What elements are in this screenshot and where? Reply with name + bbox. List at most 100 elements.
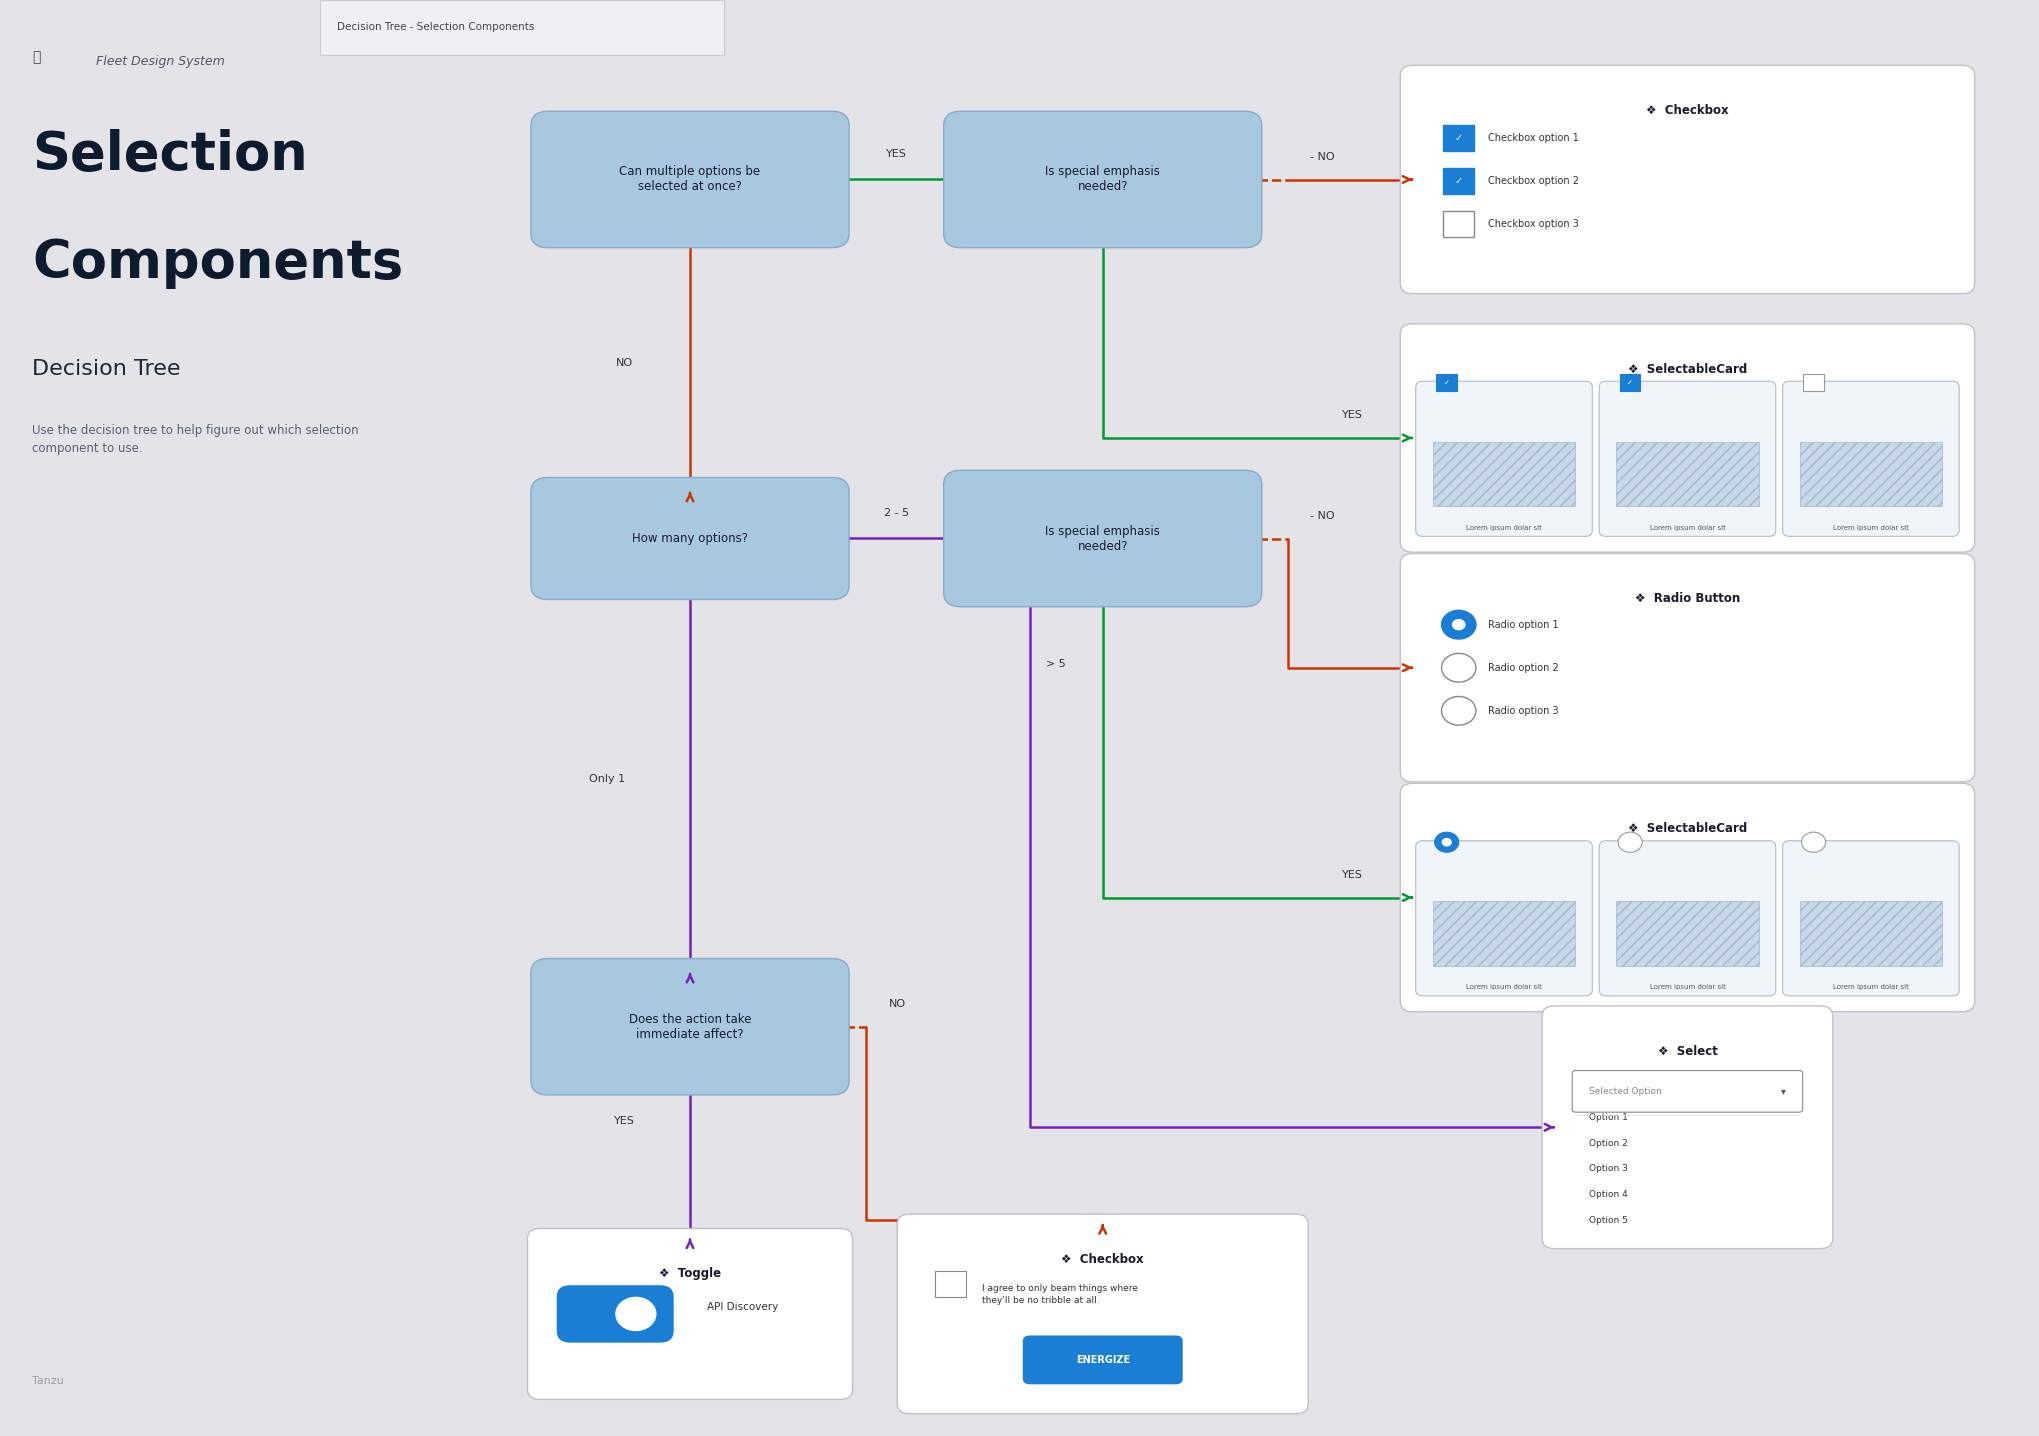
FancyBboxPatch shape xyxy=(1399,553,1974,781)
Text: Option 2: Option 2 xyxy=(1588,1139,1627,1147)
Circle shape xyxy=(1452,619,1464,630)
Text: 👟: 👟 xyxy=(33,50,41,65)
Text: Checkbox option 2: Checkbox option 2 xyxy=(1486,177,1578,185)
Text: Checkbox option 3: Checkbox option 3 xyxy=(1486,220,1578,228)
Text: Lorem ipsum dolar sit: Lorem ipsum dolar sit xyxy=(1466,524,1541,531)
Text: Only 1: Only 1 xyxy=(589,774,626,784)
Text: ❖  Checkbox: ❖ Checkbox xyxy=(1645,103,1727,118)
Text: Option 4: Option 4 xyxy=(1588,1190,1627,1199)
FancyBboxPatch shape xyxy=(530,959,848,1096)
Text: ❖  Toggle: ❖ Toggle xyxy=(659,1267,720,1281)
FancyBboxPatch shape xyxy=(557,1285,673,1343)
Text: Lorem ipsum dolar sit: Lorem ipsum dolar sit xyxy=(1650,524,1725,531)
Text: ✓: ✓ xyxy=(1454,177,1462,185)
FancyBboxPatch shape xyxy=(320,0,724,55)
Text: Lorem ipsum dolar sit: Lorem ipsum dolar sit xyxy=(1650,984,1725,991)
Text: ✓: ✓ xyxy=(1454,134,1462,142)
Text: YES: YES xyxy=(885,149,907,158)
Text: How many options?: How many options? xyxy=(632,531,748,546)
FancyBboxPatch shape xyxy=(1435,375,1456,392)
Text: Option 3: Option 3 xyxy=(1588,1165,1627,1173)
FancyBboxPatch shape xyxy=(1798,902,1941,965)
FancyBboxPatch shape xyxy=(944,112,1262,247)
FancyBboxPatch shape xyxy=(1599,382,1774,537)
FancyBboxPatch shape xyxy=(1431,902,1574,965)
FancyBboxPatch shape xyxy=(1431,442,1574,507)
Text: - NO: - NO xyxy=(1309,152,1334,161)
Text: NO: NO xyxy=(616,358,632,368)
Text: Radio option 2: Radio option 2 xyxy=(1486,663,1558,672)
FancyBboxPatch shape xyxy=(530,112,848,247)
FancyBboxPatch shape xyxy=(1442,168,1474,194)
Text: ENERGIZE: ENERGIZE xyxy=(1075,1356,1130,1364)
FancyBboxPatch shape xyxy=(1599,841,1774,997)
FancyBboxPatch shape xyxy=(1399,325,1974,553)
Text: - NO: - NO xyxy=(1309,511,1334,520)
Text: ❖  Checkbox: ❖ Checkbox xyxy=(1060,1252,1144,1267)
Circle shape xyxy=(1800,831,1825,852)
Text: Lorem ipsum dolar sit: Lorem ipsum dolar sit xyxy=(1833,984,1909,991)
Text: Radio option 1: Radio option 1 xyxy=(1486,620,1558,629)
Text: I agree to only beam things where
they'll be no tribble at all.: I agree to only beam things where they'l… xyxy=(981,1284,1138,1304)
Text: 2 - 5: 2 - 5 xyxy=(883,508,909,517)
FancyBboxPatch shape xyxy=(1399,65,1974,294)
Circle shape xyxy=(1442,653,1474,682)
Text: ✓: ✓ xyxy=(1627,379,1633,386)
FancyBboxPatch shape xyxy=(897,1213,1307,1413)
FancyBboxPatch shape xyxy=(1782,841,1957,997)
Text: Can multiple options be
selected at once?: Can multiple options be selected at once… xyxy=(620,165,761,194)
Text: Does the action take
immediate affect?: Does the action take immediate affect? xyxy=(628,1012,750,1041)
Text: Option 5: Option 5 xyxy=(1588,1216,1627,1225)
Text: YES: YES xyxy=(1342,870,1362,879)
FancyBboxPatch shape xyxy=(1442,211,1474,237)
Text: Tanzu: Tanzu xyxy=(33,1376,63,1386)
Text: ▾: ▾ xyxy=(1780,1087,1784,1096)
FancyBboxPatch shape xyxy=(1619,375,1639,392)
Text: API Discovery: API Discovery xyxy=(708,1302,779,1311)
Text: Radio option 3: Radio option 3 xyxy=(1486,707,1558,715)
Text: ❖  Select: ❖ Select xyxy=(1658,1045,1717,1058)
FancyBboxPatch shape xyxy=(934,1271,966,1297)
FancyBboxPatch shape xyxy=(1802,375,1823,392)
Text: Is special emphasis
needed?: Is special emphasis needed? xyxy=(1044,524,1160,553)
Text: ❖  Radio Button: ❖ Radio Button xyxy=(1633,592,1739,606)
Text: NO: NO xyxy=(889,999,905,1008)
FancyBboxPatch shape xyxy=(1541,1005,1831,1248)
Text: YES: YES xyxy=(614,1116,634,1126)
Text: Selection: Selection xyxy=(33,129,308,181)
Text: ✓: ✓ xyxy=(1444,379,1450,386)
FancyBboxPatch shape xyxy=(1415,841,1592,997)
FancyBboxPatch shape xyxy=(1615,902,1758,965)
Text: ❖  SelectableCard: ❖ SelectableCard xyxy=(1627,821,1745,836)
Circle shape xyxy=(1442,837,1452,846)
FancyBboxPatch shape xyxy=(530,477,848,600)
Text: Components: Components xyxy=(33,237,404,289)
Text: Fleet Design System: Fleet Design System xyxy=(96,55,224,67)
FancyBboxPatch shape xyxy=(944,471,1262,606)
FancyBboxPatch shape xyxy=(1022,1335,1183,1384)
Circle shape xyxy=(1433,831,1458,852)
Text: Is special emphasis
needed?: Is special emphasis needed? xyxy=(1044,165,1160,194)
Text: ❖  SelectableCard: ❖ SelectableCard xyxy=(1627,363,1745,376)
Text: Lorem ipsum dolar sit: Lorem ipsum dolar sit xyxy=(1466,984,1541,991)
Text: Checkbox option 1: Checkbox option 1 xyxy=(1486,134,1578,142)
Circle shape xyxy=(1442,610,1474,639)
Text: Decision Tree - Selection Components: Decision Tree - Selection Components xyxy=(336,23,534,32)
Text: Option 1: Option 1 xyxy=(1588,1113,1627,1122)
FancyBboxPatch shape xyxy=(1442,125,1474,151)
FancyBboxPatch shape xyxy=(528,1228,852,1399)
FancyBboxPatch shape xyxy=(1615,442,1758,507)
Text: Decision Tree: Decision Tree xyxy=(33,359,179,379)
FancyBboxPatch shape xyxy=(1782,382,1957,537)
Text: > 5: > 5 xyxy=(1046,659,1064,669)
Text: YES: YES xyxy=(1342,411,1362,419)
FancyBboxPatch shape xyxy=(1798,442,1941,507)
FancyBboxPatch shape xyxy=(1415,382,1592,537)
Text: Selected Option: Selected Option xyxy=(1588,1087,1662,1096)
FancyBboxPatch shape xyxy=(1572,1071,1802,1111)
FancyBboxPatch shape xyxy=(1399,784,1974,1011)
Text: Lorem ipsum dolar sit: Lorem ipsum dolar sit xyxy=(1833,524,1909,531)
Circle shape xyxy=(616,1297,657,1331)
Circle shape xyxy=(1617,831,1641,852)
Circle shape xyxy=(1442,696,1474,725)
